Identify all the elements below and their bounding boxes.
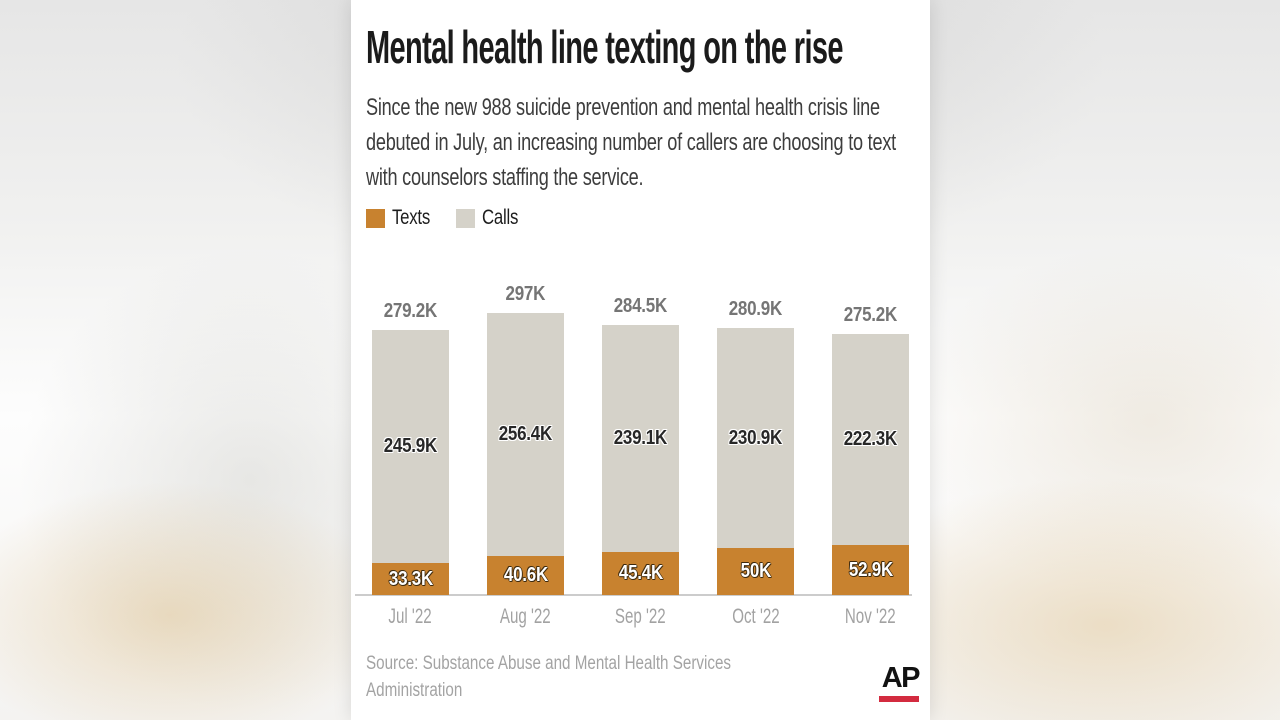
value-text: 256.4K <box>498 423 553 445</box>
calls-value-label: 222.3K <box>813 334 928 545</box>
value-text: Oct '22 <box>731 605 780 628</box>
value-text: Aug '22 <box>500 605 551 628</box>
bar-Nov '22 <box>832 334 909 595</box>
calls-value-label: 230.9K <box>698 328 813 548</box>
x-axis-line <box>355 594 912 596</box>
ap-logo: AP <box>877 662 921 702</box>
x-tick-label: Sep '22 <box>583 603 698 631</box>
value-text: Jul '22 <box>388 605 433 628</box>
bar-Oct '22 <box>717 328 794 595</box>
value-text: 239.1K <box>613 427 668 449</box>
total-label: 284.5K <box>583 294 698 318</box>
total-label: 280.9K <box>698 297 813 321</box>
chart-legend: Texts Calls <box>366 206 543 230</box>
chart-subtitle: Since the new 988 suicide prevention and… <box>366 94 896 191</box>
bar-segment-texts <box>487 556 564 595</box>
calls-value-label: 256.4K <box>468 313 583 556</box>
value-text: 222.3K <box>843 428 898 450</box>
chart-card: Mental health line texting on the rise S… <box>351 0 930 720</box>
legend-label-calls: Calls <box>481 206 518 229</box>
texts-value-label: 33.3K <box>353 563 468 595</box>
ap-logo-underline <box>879 696 919 702</box>
bar-segment-texts <box>832 545 909 595</box>
x-tick-label: Aug '22 <box>468 603 583 631</box>
calls-value-label: 239.1K <box>583 325 698 552</box>
bar-Aug '22 <box>487 313 564 595</box>
texts-value-label: 45.4K <box>583 552 698 595</box>
value-text: 275.2K <box>843 303 898 326</box>
value-text: 50K <box>740 560 771 582</box>
ap-logo-text: AP <box>881 662 921 694</box>
x-tick-label: Nov '22 <box>813 603 928 631</box>
bar-Sep '22 <box>602 325 679 595</box>
legend-swatch-calls <box>455 208 475 228</box>
value-text: 33.3K <box>388 567 433 590</box>
bar-segment-texts <box>717 548 794 595</box>
value-text: 279.2K <box>383 299 438 322</box>
x-tick-label: Jul '22 <box>353 603 468 631</box>
total-label: 275.2K <box>813 303 928 327</box>
calls-value-label: 245.9K <box>353 330 468 563</box>
bar-segment-texts <box>602 552 679 595</box>
total-label: 279.2K <box>353 299 468 323</box>
value-text: 297K <box>505 282 546 305</box>
bar-segment-texts <box>372 563 449 595</box>
texts-value-label: 50K <box>698 548 813 595</box>
x-tick-label: Oct '22 <box>698 603 813 631</box>
stacked-bar-chart: 279.2K 245.9K 33.3K Jul '22 297K 256.4K 40.6K A… <box>351 0 930 720</box>
value-text: 52.9K <box>848 558 893 581</box>
value-text: Sep '22 <box>615 605 666 628</box>
value-text: 245.9K <box>383 435 438 457</box>
texts-value-label: 40.6K <box>468 556 583 595</box>
total-label: 297K <box>468 282 583 306</box>
value-text: 230.9K <box>728 426 783 449</box>
value-text: 45.4K <box>618 562 663 584</box>
value-text: Nov '22 <box>845 605 896 628</box>
legend-label-texts: Texts <box>392 206 431 229</box>
chart-card-content: Mental health line texting on the rise S… <box>351 0 930 720</box>
value-text: 284.5K <box>613 294 668 317</box>
legend-swatch-texts <box>366 208 385 228</box>
value-text: 280.9K <box>728 297 783 320</box>
texts-value-label: 52.9K <box>813 545 928 595</box>
source-note: Source: Substance Abuse and Mental Healt… <box>366 653 732 701</box>
value-text: 40.6K <box>503 564 548 586</box>
bar-Jul '22 <box>372 330 449 595</box>
